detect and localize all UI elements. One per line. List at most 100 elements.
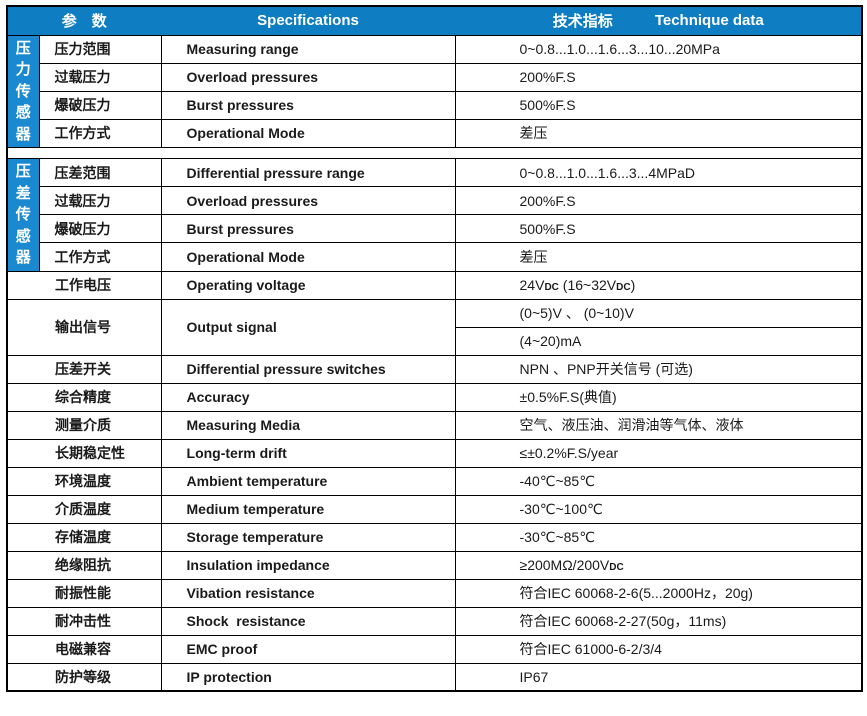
value-cell: ±0.5%F.S(典值) <box>454 382 863 412</box>
table-row: 存储温度 Storage temperature -30℃~85℃ <box>6 522 863 552</box>
spec-cell: Ambient temperature <box>160 466 456 496</box>
section-gap-row <box>5 147 864 159</box>
table-row: 爆破压力 Burst pressures 500%F.S <box>7 214 863 244</box>
spec-cell: Overload pressures <box>160 62 456 92</box>
value-text: (16~32V <box>558 277 617 293</box>
table-row: 爆破压力 Burst pressures 500%F.S <box>7 90 863 120</box>
param-cell: 防护等级 <box>6 662 162 692</box>
table-row: (4~20)mA <box>7 326 863 356</box>
value-cell: 24VDC (16~32VDC) <box>454 270 863 300</box>
value-cell: IP67 <box>454 662 863 692</box>
header-value: 技术指标 Technique data <box>454 5 863 36</box>
sidebar-pressure-sensor-label: 压力传感器 <box>15 39 31 143</box>
header-value-cn: 技术指标 <box>552 13 613 31</box>
sidebar-diff-pressure-sensor: 压差传感器 <box>6 158 40 272</box>
param-cell: 电磁兼容 <box>6 634 162 664</box>
param-cell: 过载压力 <box>38 62 162 92</box>
table-row: 测量介质 Measuring Media 空气、液压油、润滑油等气体、液体 <box>6 410 863 440</box>
spec-cell: Operational Mode <box>160 242 456 272</box>
table-row: 压差开关 Differential pressure switches NPN … <box>6 354 863 384</box>
table-row: 绝缘阻抗 Insulation impedance ≥200MΩ/200VDC <box>6 550 863 580</box>
spec-cell: Differential pressure range <box>160 157 456 188</box>
param-cell: 耐冲击性 <box>6 606 162 636</box>
param-cell: 工作方式 <box>38 118 162 149</box>
value-cell: 差压 <box>454 118 863 149</box>
param-cell: 输出信号 <box>6 298 162 356</box>
table-row: 电磁兼容 EMC proof 符合IEC 61000-6-2/3/4 <box>6 634 863 664</box>
table-row: 工作方式 Operational Mode 差压 <box>7 118 863 149</box>
value-cell: 空气、液压油、润滑油等气体、液体 <box>454 410 863 440</box>
table-row: 压力传感器 压力范围 Measuring range 0~0.8...1.0..… <box>6 34 863 148</box>
value-cell: -30℃~85℃ <box>454 522 863 552</box>
param-cell: 长期稳定性 <box>6 438 162 468</box>
value-cell: 0~0.8...1.0...1.6...3...10...20MPa <box>454 34 863 64</box>
table-row: 介质温度 Medium temperature -30℃~100℃ <box>6 494 863 524</box>
spec-cell: Measuring Media <box>160 410 456 440</box>
spec-cell: Operational Mode <box>160 118 456 149</box>
spec-cell: Shock resistance <box>160 606 456 636</box>
spec-cell: Operating voltage <box>160 270 456 300</box>
spec-cell: Medium temperature <box>160 494 456 524</box>
header-value-en: Technique data <box>654 12 764 30</box>
param-cell: 存储温度 <box>6 522 162 552</box>
table-row: 长期稳定性 Long-term drift ≤±0.2%F.S/year <box>6 438 863 468</box>
param-cell: 爆破压力 <box>38 90 162 120</box>
value-cell: 0~0.8...1.0...1.6...3...4MPaD <box>454 157 863 188</box>
table-row: 过载压力 Overload pressures 200%F.S <box>7 186 863 216</box>
sidebar-diff-pressure-sensor-label: 压差传感器 <box>15 163 31 266</box>
section-gap-cell <box>5 147 864 159</box>
value-text: ) <box>630 277 636 293</box>
value-cell: NPN 、PNP开关信号 (可选) <box>454 354 863 384</box>
spec-cell: Insulation impedance <box>160 550 456 580</box>
value-cell: 符合IEC 60068-2-27(50g，11ms) <box>454 606 863 636</box>
table-row: 工作方式 Operational Mode 差压 <box>7 242 863 272</box>
value-text: 24V <box>519 277 545 293</box>
param-cell: 介质温度 <box>6 494 162 524</box>
value-cell: 500%F.S <box>454 214 863 244</box>
param-cell: 压力范围 <box>38 34 162 64</box>
param-cell: 绝缘阻抗 <box>6 550 162 580</box>
param-cell: 爆破压力 <box>38 214 162 244</box>
value-cell: 200%F.S <box>454 186 863 216</box>
spec-cell: EMC proof <box>160 634 456 664</box>
spec-cell: IP protection <box>160 662 456 692</box>
value-cell: ≥200MΩ/200VDC <box>454 550 863 580</box>
param-cell: 工作电压 <box>6 270 162 300</box>
value-cell: (0~5)V 、 (0~10)V <box>454 298 863 328</box>
param-cell: 过载压力 <box>38 186 162 216</box>
dc-subscript: DC <box>609 562 624 573</box>
spec-cell: Overload pressures <box>160 186 456 216</box>
dc-subscript: DC <box>544 282 559 293</box>
table-row: 过载压力 Overload pressures 200%F.S <box>7 62 863 92</box>
table-row: 环境温度 Ambient temperature -40℃~85℃ <box>6 466 863 496</box>
spec-cell: Burst pressures <box>160 214 456 244</box>
value-cell: 差压 <box>454 242 863 272</box>
table-row: 耐冲击性 Shock resistance 符合IEC 60068-2-27(5… <box>6 606 863 636</box>
value-cell: (4~20)mA <box>454 326 863 356</box>
param-cell: 测量介质 <box>6 410 162 440</box>
spec-cell: Storage temperature <box>160 522 456 552</box>
table-row: 综合精度 Accuracy ±0.5%F.S(典值) <box>6 382 863 412</box>
spec-cell: Vibation resistance <box>160 578 456 608</box>
param-cell: 工作方式 <box>38 242 162 272</box>
value-cell: 500%F.S <box>454 90 863 120</box>
header-spec: Specifications <box>160 5 456 36</box>
table-row: 工作电压 Operating voltage 24VDC (16~32VDC) <box>6 270 863 300</box>
spec-cell: Long-term drift <box>160 438 456 468</box>
value-text: ≥200MΩ/200V <box>519 557 610 573</box>
value-cell: 符合IEC 61000-6-2/3/4 <box>454 634 863 664</box>
spec-cell: Output signal <box>160 298 456 356</box>
value-cell: 符合IEC 60068-2-6(5...2000Hz，20g) <box>454 578 863 608</box>
param-cell: 压差范围 <box>38 157 162 188</box>
param-cell: 环境温度 <box>6 466 162 496</box>
table-row: 耐振性能 Vibation resistance 符合IEC 60068-2-6… <box>6 578 863 608</box>
dc-subscript: DC <box>616 282 631 293</box>
value-cell: ≤±0.2%F.S/year <box>454 438 863 468</box>
table-row: 输出信号 Output signal (0~5)V 、 (0~10)V <box>6 298 863 356</box>
spec-cell: Differential pressure switches <box>160 354 456 384</box>
value-cell: -30℃~100℃ <box>454 494 863 524</box>
sidebar-pressure-sensor: 压力传感器 <box>6 34 40 148</box>
header-row: 参 数 Specifications 技术指标 Technique data <box>6 5 863 36</box>
spec-cell: Measuring range <box>160 34 456 64</box>
